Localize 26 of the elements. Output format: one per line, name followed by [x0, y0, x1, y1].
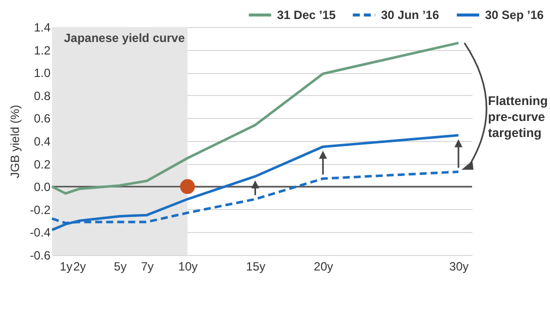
y-tick-label: -0.2 [30, 202, 51, 217]
y-tick-label: 0.2 [34, 157, 51, 172]
y-axis-title: JGB yield (%) [8, 104, 22, 178]
x-tick-label: 20y [314, 260, 334, 274]
x-tick-label: 7y [140, 260, 154, 274]
y-tick-label: -0.6 [30, 248, 51, 262]
y-tick-label: 0.0 [34, 180, 51, 194]
x-tick-label: 10y [178, 260, 198, 274]
y-tick-label: 1.0 [34, 66, 51, 80]
y-tick-label: 0.6 [34, 112, 51, 126]
line-series [50, 134, 460, 232]
y-tick-label: 0.8 [34, 88, 51, 103]
text: Flattening pre-curve targeting [488, 94, 548, 140]
x-tick-label: 2y [73, 260, 86, 274]
x-tick-label: 1y [60, 260, 72, 274]
x-tick-label: 15y [246, 260, 266, 274]
x-tick-label: 30y [449, 260, 469, 274]
band-label: Japanese yield curve [64, 31, 186, 45]
x-tick-label: 5y [114, 260, 127, 274]
y-tick-label: 0.4 [34, 134, 51, 148]
y-tick-label: -0.4 [30, 226, 51, 240]
y-tick-label: 1.4 [34, 20, 51, 34]
legend-label: 30 Sep ’16 [485, 8, 544, 22]
y-tick-label: 1.2 [34, 43, 51, 58]
legend-label: 30 Jun ’16 [381, 8, 440, 22]
legend-label: 31 Dec ’15 [277, 8, 336, 22]
